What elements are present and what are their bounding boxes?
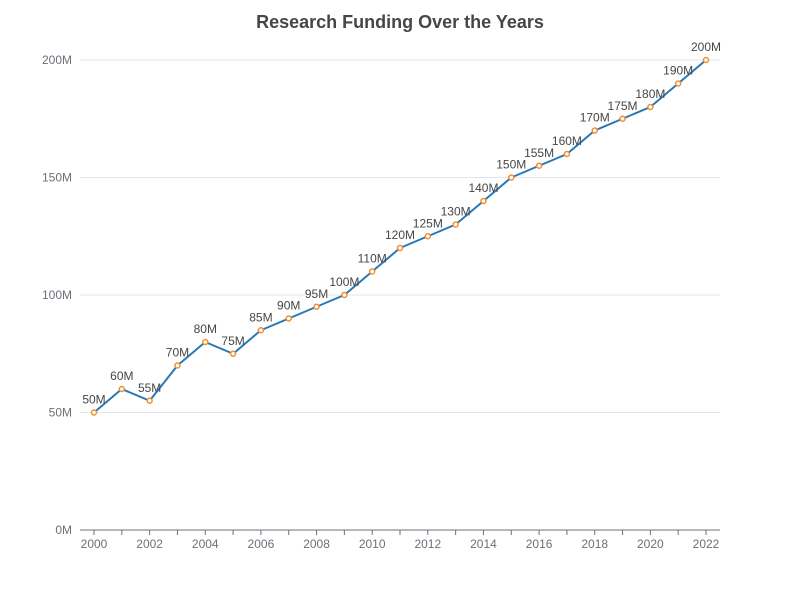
data-point (368, 268, 376, 275)
x-tick-label: 2008 (303, 537, 330, 551)
data-label: 120M (385, 228, 415, 242)
data-point (480, 197, 487, 205)
data-point (285, 315, 292, 322)
x-tick-label: 2010 (359, 537, 386, 551)
data-label: 55M (138, 381, 161, 395)
data-label: 80M (194, 322, 217, 336)
data-label: 180M (635, 87, 665, 101)
marker-layer (90, 56, 710, 416)
data-label: 60M (110, 369, 133, 383)
data-label: 85M (249, 310, 272, 324)
data-label: 190M (663, 64, 693, 78)
data-point (674, 80, 682, 87)
data-point (702, 56, 710, 64)
grid-lines (80, 59, 720, 413)
data-label: 100M (329, 275, 359, 289)
data-label: 70M (166, 346, 189, 360)
chart-title: Research Funding Over the Years (256, 12, 544, 32)
data-label: 150M (496, 158, 526, 172)
data-label: 200M (691, 40, 721, 54)
data-label: 170M (580, 111, 610, 125)
x-tick-label: 2000 (81, 537, 108, 551)
y-tick-label: 150M (42, 171, 72, 185)
data-point (229, 350, 237, 357)
data-point (619, 115, 626, 122)
data-point (591, 127, 598, 134)
y-axis-ticks: 0M 50M 100M 150M 200M (42, 53, 72, 537)
data-label: 125M (413, 216, 443, 230)
x-tick-label: 2022 (693, 537, 720, 551)
data-label: 75M (221, 334, 244, 348)
data-point (257, 327, 265, 334)
data-point (90, 409, 98, 416)
y-tick-label: 0M (55, 523, 72, 537)
data-label: 175M (608, 99, 638, 113)
data-point (396, 244, 404, 252)
x-tick-label: 2020 (637, 537, 664, 551)
data-point (452, 221, 459, 228)
x-tick-label: 2004 (192, 537, 219, 551)
y-tick-label: 200M (42, 53, 72, 67)
x-tick-label: 2006 (248, 537, 275, 551)
data-label: 50M (82, 393, 105, 407)
data-label: 110M (358, 252, 387, 266)
y-tick-label: 50M (49, 406, 72, 420)
data-point (313, 303, 320, 310)
x-tick-label: 2018 (581, 537, 608, 551)
x-tick-label: 2002 (136, 537, 163, 551)
data-label: 90M (277, 299, 300, 313)
data-point (146, 397, 153, 404)
x-axis-ticks: 2000 2002 2004 2006 2008 2010 2012 2014 2016 2018… (81, 530, 720, 551)
data-point (341, 291, 348, 299)
data-label: 160M (552, 134, 582, 148)
data-point (647, 103, 654, 111)
data-point (202, 338, 209, 346)
x-tick-label: 2016 (526, 537, 553, 551)
data-label: 130M (441, 205, 471, 219)
data-point (424, 233, 432, 240)
data-point (508, 174, 515, 181)
data-point (535, 162, 543, 169)
data-point (563, 150, 571, 158)
data-point (118, 385, 126, 393)
data-point (174, 362, 181, 369)
data-label: 140M (468, 181, 498, 195)
x-tick-label: 2012 (414, 537, 441, 551)
data-label: 155M (524, 146, 554, 160)
y-tick-label: 100M (42, 288, 72, 302)
x-tick-label: 2014 (470, 537, 497, 551)
data-label-layer: 50M60M55M70M80M75M85M90M95M100M110M120M1… (82, 40, 721, 407)
data-label: 95M (305, 287, 328, 301)
